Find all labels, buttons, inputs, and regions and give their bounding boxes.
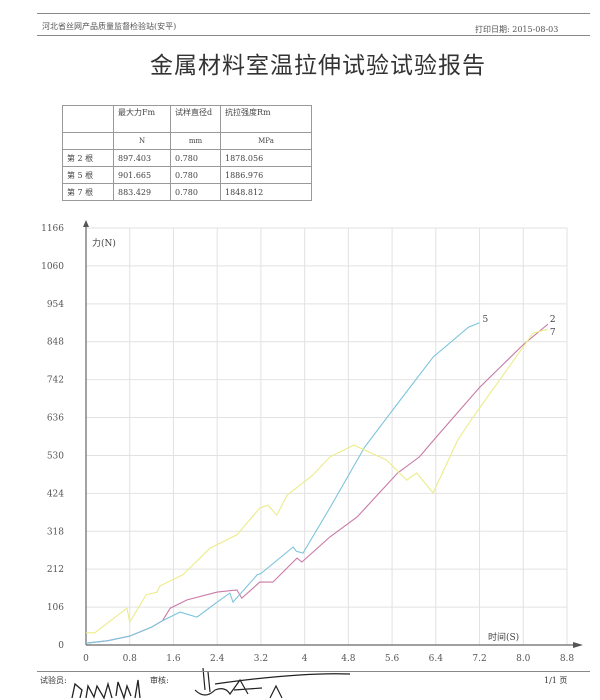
tester-signature bbox=[71, 679, 141, 700]
x-tick-label: 5.6 bbox=[385, 654, 400, 664]
series-label-2: 2 bbox=[550, 315, 556, 325]
x-tick-label: 8.0 bbox=[516, 654, 531, 664]
table-cell: 0.780 bbox=[170, 183, 221, 201]
y-tick-label: 954 bbox=[47, 300, 64, 310]
x-tick-label: 6.4 bbox=[429, 654, 444, 664]
series-label-5: 5 bbox=[483, 315, 489, 325]
y-tick-label: 106 bbox=[47, 603, 64, 613]
table-header-cell: 抗拉强度Rm bbox=[220, 105, 312, 133]
x-tick-label: 8.8 bbox=[560, 654, 575, 664]
page-indicator: 1/1 页 bbox=[544, 676, 568, 685]
series-label-7: 7 bbox=[550, 328, 556, 338]
chart-axes bbox=[83, 220, 583, 648]
x-axis-arrow-icon bbox=[573, 642, 583, 648]
chart-series: 2 5 7 bbox=[85, 315, 556, 644]
chart-ticks: 0 0.8 1.6 2.4 3.2 4 4.8 5.6 6.4 7.2 8.0 8.8 0 106 212 3… bbox=[41, 224, 574, 664]
chart-grid bbox=[86, 227, 568, 645]
y-tick-label: 424 bbox=[47, 489, 64, 499]
series-line-7 bbox=[86, 328, 549, 634]
table-header-cell: 最大力Fm bbox=[113, 105, 171, 133]
y-axis-label: 力(N) bbox=[92, 237, 116, 249]
print-date: 打印日期: 2015-08-03 bbox=[475, 25, 559, 34]
reviewer-signature bbox=[194, 667, 351, 699]
y-tick-label: 848 bbox=[47, 338, 64, 348]
y-tick-label: 1166 bbox=[41, 224, 64, 234]
y-tick-label: 212 bbox=[47, 565, 64, 575]
x-tick-label: 1.6 bbox=[166, 654, 181, 664]
x-tick-label: 0.8 bbox=[123, 654, 138, 664]
table-unit-row: N mm MPa bbox=[62, 132, 312, 150]
table-row: 第 7 根 883.429 0.780 1848.812 bbox=[62, 183, 312, 201]
x-axis-label: 时间(S) bbox=[488, 631, 519, 643]
y-axis-arrow-icon bbox=[83, 220, 89, 227]
x-tick-label: 0 bbox=[83, 654, 89, 664]
y-tick-label: 530 bbox=[47, 451, 64, 461]
series-line-5 bbox=[85, 322, 480, 644]
results-table: 最大力Fm 试样直径d 抗拉强度Rm N mm MPa 第 2 根 897.40… bbox=[62, 105, 312, 201]
series-line-2 bbox=[85, 323, 549, 644]
report-title: 金属材料室温拉伸试验试验报告 bbox=[150, 53, 486, 79]
table-cell: 第 7 根 bbox=[62, 183, 114, 201]
header-bottom-rule bbox=[37, 35, 590, 36]
x-tick-label: 4 bbox=[302, 654, 308, 664]
x-tick-label: 7.2 bbox=[472, 654, 486, 664]
y-tick-label: 742 bbox=[47, 376, 64, 386]
y-tick-label: 1060 bbox=[41, 262, 64, 272]
y-tick-label: 318 bbox=[47, 527, 64, 537]
x-tick-label: 3.2 bbox=[254, 654, 268, 664]
table-row: 第 2 根 897.403 0.780 1878.056 bbox=[62, 149, 312, 167]
table-row: 第 5 根 901.665 0.780 1886.976 bbox=[62, 166, 312, 184]
y-tick-label: 0 bbox=[58, 641, 64, 651]
footer-rule bbox=[37, 671, 590, 672]
reviewer-label: 审核: bbox=[150, 676, 169, 685]
x-tick-label: 2.4 bbox=[210, 654, 225, 664]
organization-name: 河北省丝网产品质量监督检验站(安平) bbox=[42, 22, 177, 31]
y-tick-label: 636 bbox=[47, 414, 64, 424]
header-top-rule bbox=[37, 13, 590, 14]
x-tick-label: 4.8 bbox=[341, 654, 356, 664]
tester-label: 试验员: bbox=[40, 676, 67, 685]
table-cell: 1848.812 bbox=[220, 183, 312, 201]
